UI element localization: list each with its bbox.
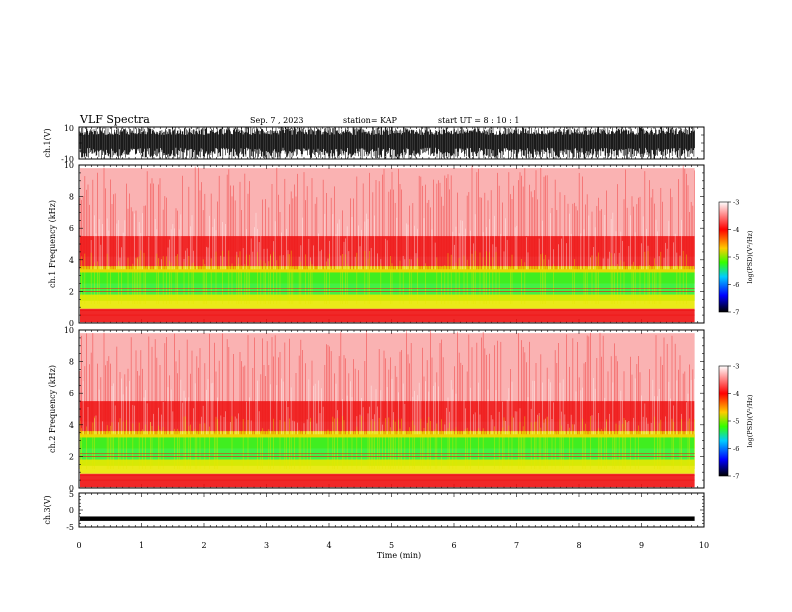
x-tick-label: 6 (451, 541, 456, 550)
x-tick-label: 8 (576, 541, 581, 550)
y-tick-label: 8 (69, 193, 74, 202)
x-tick-label: 3 (264, 541, 269, 550)
ch3-ytick-label: -5 (66, 523, 74, 532)
spectrogram-image (79, 165, 695, 323)
y-tick-label: 2 (69, 452, 74, 461)
ch3-waveform-trace (80, 516, 695, 521)
x-tick-label: 7 (514, 541, 519, 550)
spectrogram-band (80, 459, 695, 474)
colorbar-tick-label: -3 (733, 363, 739, 371)
colorbar-tick-label: -7 (733, 309, 739, 317)
y-tick-label: 10 (64, 326, 74, 335)
x-tick-label: 0 (76, 541, 81, 550)
y-tick-label: 6 (69, 389, 74, 398)
ch1-colorbar-label: log(PSD)(V²/Hz) (746, 230, 754, 283)
ch2-colorbar: -3 -4 -5 -6 -7 log(PSD)(V²/Hz) (718, 363, 754, 481)
y-tick-label: 4 (69, 256, 74, 265)
ch1-waveform-ylabel: ch.1(V) (43, 128, 52, 157)
ch2-colorbar-label: log(PSD)(V²/Hz) (746, 394, 754, 447)
ch1-colorbar-gradient (718, 201, 729, 313)
ch1-colorbar: -3 -4 -5 -6 -7 log(PSD)(V²/Hz) (718, 199, 754, 317)
ch1-ytick-label: -10 (61, 155, 74, 164)
ch3-ytick-label: 0 (69, 506, 74, 515)
figure-title: VLF Spectra (79, 113, 150, 126)
date-label: Sep. 7 , 2023 (250, 116, 304, 125)
colorbar-tick-label: -4 (733, 390, 739, 398)
x-tick-label: 1 (139, 541, 144, 550)
x-tick-label: 5 (389, 541, 394, 550)
ch1-waveform-trace (79, 127, 695, 159)
spectrogram-image (79, 330, 695, 488)
ch3-ytick-label: 5 (69, 490, 74, 499)
ch3-waveform-frame (78, 492, 705, 528)
colorbar-tick-label: -3 (733, 199, 739, 207)
x-axis-label: Time (min) (377, 551, 421, 560)
ch3-waveform-ylabel: ch.3(V) (43, 495, 52, 524)
ch1-ytick-label: 10 (64, 124, 74, 133)
y-tick-label: 2 (69, 287, 74, 296)
colorbar-tick-label: -6 (733, 281, 739, 289)
spectrogram-band (80, 473, 695, 488)
ch1-spectrogram-ylabel: ch.1 Frequency (kHz) (48, 200, 57, 288)
x-tick-label: 4 (326, 541, 331, 550)
x-tick-label: 10 (699, 541, 709, 550)
colorbar-tick-label: -6 (733, 445, 739, 453)
y-tick-label: 10 (64, 161, 74, 170)
station-label: station= KAP (343, 116, 398, 125)
spectrogram-band (80, 308, 695, 323)
ch1-spectrogram-panel (78, 164, 705, 324)
ch2-colorbar-gradient (718, 365, 729, 477)
y-tick-label: 8 (69, 358, 74, 367)
start-time-label: start UT = 8 : 10 : 1 (438, 116, 519, 125)
y-tick-label: 0 (69, 484, 74, 493)
colorbar-tick-label: -5 (733, 254, 739, 262)
ch2-spectrogram-panel (78, 329, 705, 489)
y-tick-label: 4 (69, 421, 74, 430)
spectrogram-band (80, 294, 695, 309)
colorbar-tick-label: -7 (733, 473, 739, 481)
colorbar-tick-label: -5 (733, 418, 739, 426)
ch3-waveform-panel (78, 492, 705, 528)
x-tick-label: 2 (201, 541, 206, 550)
x-tick-label: 9 (639, 541, 644, 550)
ch1-waveform-panel (78, 126, 705, 160)
colorbar-tick-label: -4 (733, 226, 739, 234)
y-tick-label: 0 (69, 319, 74, 328)
y-tick-label: 6 (69, 224, 74, 233)
ch2-spectrogram-ylabel: ch.2 Frequency (kHz) (48, 365, 57, 453)
